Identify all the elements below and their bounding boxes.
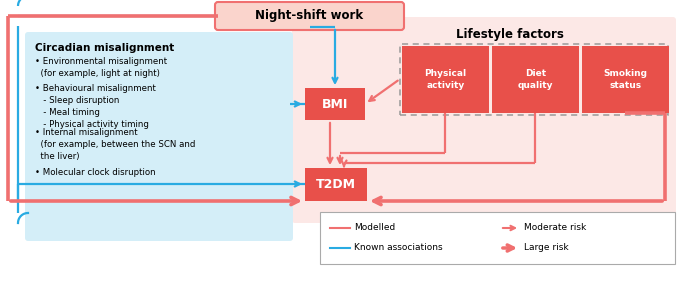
- Bar: [305, 168, 367, 201]
- Text: • Internal misalignment
  (for example, between the SCN and
  the liver): • Internal misalignment (for example, be…: [35, 128, 195, 161]
- Text: T2DM: T2DM: [316, 178, 356, 191]
- Text: Smoking
status: Smoking status: [603, 69, 647, 90]
- Bar: [492, 46, 579, 113]
- Text: Moderate risk: Moderate risk: [524, 224, 586, 233]
- Bar: [400, 44, 668, 115]
- Text: Known associations: Known associations: [354, 243, 443, 252]
- Text: • Molecular clock disruption: • Molecular clock disruption: [35, 168, 155, 177]
- Text: • Environmental misalignment
  (for example, light at night): • Environmental misalignment (for exampl…: [35, 57, 167, 78]
- Text: Modelled: Modelled: [354, 224, 395, 233]
- FancyBboxPatch shape: [25, 32, 293, 241]
- Bar: [320, 212, 675, 264]
- Bar: [305, 88, 365, 120]
- Text: • Behavioural misalignment
   - Sleep disruption
   - Meal timing
   - Physical : • Behavioural misalignment - Sleep disru…: [35, 84, 156, 129]
- FancyBboxPatch shape: [215, 2, 404, 30]
- Text: Lifestyle factors: Lifestyle factors: [456, 28, 564, 41]
- Text: Night-shift work: Night-shift work: [256, 10, 364, 23]
- Text: Circadian misalignment: Circadian misalignment: [35, 43, 174, 53]
- Text: Physical
activity: Physical activity: [425, 69, 466, 90]
- Text: Diet
quality: Diet quality: [518, 69, 553, 90]
- Text: BMI: BMI: [322, 98, 348, 110]
- Text: Large risk: Large risk: [524, 243, 569, 252]
- Bar: [582, 46, 669, 113]
- Bar: [402, 46, 489, 113]
- FancyBboxPatch shape: [292, 17, 676, 223]
